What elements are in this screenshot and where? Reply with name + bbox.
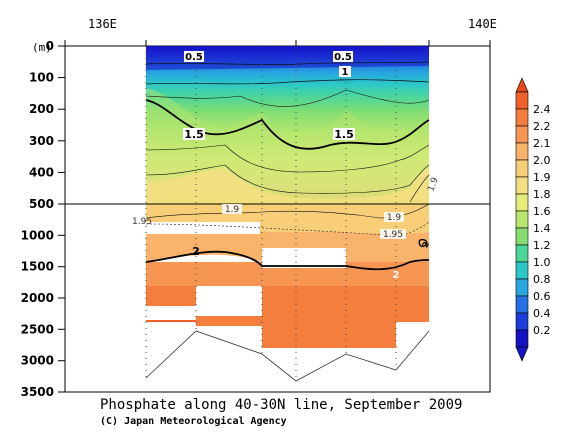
y-label-200: 200 — [29, 102, 54, 116]
contour-label-1.95-a: 1.95 — [132, 217, 152, 227]
seafloor-line — [145, 330, 430, 382]
contour-label-bg-1.5-b — [333, 128, 355, 140]
colorbar: 2.4 2.2 2.1 2.0 1.9 1.8 1.6 1.4 1.2 1.0 0.8 0.6 0.4 0… — [515, 77, 551, 362]
contour-label-1.9-c: 1.9 — [387, 213, 402, 223]
top-tick-label-140e: 140E — [468, 17, 497, 31]
top-axis — [64, 40, 491, 46]
chart-credit: (C) Japan Meteorological Agency — [100, 415, 287, 427]
contour-label-bg-1.9-b — [222, 204, 242, 214]
colorbar-segment — [515, 261, 529, 280]
colorbar-segment — [515, 278, 529, 297]
colorbar-label: 1.4 — [533, 222, 551, 235]
colorbar-top-arrow — [515, 77, 529, 93]
lower-orange-block-2 — [146, 286, 196, 306]
station-lines — [145, 46, 397, 380]
contour-label-2-a: 2 — [192, 245, 200, 258]
contour-label-1.5-b: 1.5 — [334, 128, 354, 141]
colorbar-segment — [515, 176, 529, 195]
upper-orange-band — [146, 168, 429, 204]
colorbar-label: 0.8 — [533, 273, 551, 286]
y-label-500: 500 — [29, 197, 54, 211]
colorbar-label: 2.0 — [533, 154, 551, 167]
contour-label-0.5-a: 0.5 — [185, 52, 203, 63]
chart-title: Phosphate along 40-30N line, September 2… — [100, 397, 462, 413]
contour-labels: 0.5 0.5 1 1.5 1.5 1.9 1.9 1.9 1.95 1.95 … — [132, 51, 441, 281]
colorbar-label: 1.0 — [533, 256, 551, 269]
contour-label-1.95-b: 1.95 — [383, 230, 403, 240]
colorbar-label: 2.4 — [533, 103, 551, 116]
colorbar-segment — [515, 295, 529, 314]
colorbar-label: 0.4 — [533, 307, 551, 320]
y-axis-unit: (m) — [32, 41, 52, 54]
colorbar-label: 2.2 — [533, 120, 551, 133]
contour-1.2 — [145, 89, 430, 107]
y-label-0: 0 — [46, 39, 54, 53]
contour-label-bg-1 — [339, 66, 351, 77]
lower-orange-block-3 — [262, 286, 396, 348]
contour-1.8 — [145, 164, 430, 194]
colorbar-segment — [515, 159, 529, 178]
colorbar-label: 1.9 — [533, 171, 551, 184]
contour-1.95 — [145, 221, 430, 237]
contour-2 — [145, 250, 430, 271]
contour-label-bg-1.95-b — [380, 229, 406, 239]
contour-label-2-b: 2 — [393, 270, 400, 281]
contour-label-0.5-b: 0.5 — [334, 52, 352, 63]
y-label-2500: 2500 — [21, 322, 54, 336]
left-tick-labels: 0 100 200 300 400 500 1000 1500 2000 250… — [21, 39, 54, 399]
contour-label-1.5-a: 1.5 — [184, 128, 204, 141]
colorbar-label: 0.2 — [533, 324, 551, 337]
contour-1.6 — [145, 144, 430, 173]
lower-blank-1 — [146, 222, 260, 234]
left-tick-marks — [58, 45, 65, 393]
contour-0.5 — [145, 61, 430, 65]
lower-blank-2 — [262, 248, 346, 268]
y-label-100: 100 — [29, 71, 54, 85]
y-label-3000: 3000 — [21, 354, 54, 368]
colorbar-segment — [515, 227, 529, 246]
colorbar-label: 0.6 — [533, 290, 551, 303]
contour-label-bg-1.9-c — [384, 212, 404, 222]
contour-1.9-upper — [409, 174, 430, 203]
y-label-1500: 1500 — [21, 260, 54, 274]
contour-1 — [145, 79, 430, 85]
colorbar-label: 1.6 — [533, 205, 551, 218]
colorbar-segment — [515, 312, 529, 331]
contour-label-1.9-b: 1.9 — [225, 205, 240, 215]
y-label-1000: 1000 — [21, 228, 54, 242]
colorbar-segment — [515, 91, 529, 110]
upper-panel — [145, 46, 430, 204]
colorbar-segment — [515, 244, 529, 263]
contour-label-bg-0.5-a — [184, 51, 204, 62]
y-label-2000: 2000 — [21, 291, 54, 305]
top-tick-label-136e: 136E — [88, 17, 117, 31]
colorbar-segment — [515, 193, 529, 212]
colorbar-label: 2.1 — [533, 137, 551, 150]
contour-label-bg-1.5-a — [183, 128, 205, 140]
y-label-3500: 3500 — [21, 385, 54, 399]
contour-label-1.9-a: 1.9 — [426, 176, 440, 193]
colorbar-segment — [515, 108, 529, 127]
y-label-300: 300 — [29, 134, 54, 148]
contour-2-loop — [418, 238, 428, 248]
colorbar-segment — [515, 329, 529, 348]
colorbar-segment — [515, 125, 529, 144]
y-label-400: 400 — [29, 165, 54, 179]
colorbar-label: 1.8 — [533, 188, 551, 201]
contour-label-2-c: 2 — [421, 240, 432, 249]
colorbar-segment — [515, 210, 529, 229]
lower-orange-block-4 — [196, 316, 262, 326]
colorbar-bottom-arrow — [515, 346, 529, 362]
lower-panel — [145, 203, 430, 382]
lower-orange-block-5 — [396, 286, 429, 322]
contour-label-1: 1 — [342, 67, 349, 78]
colorbar-segment — [515, 142, 529, 161]
contour-label-bg-0.5-b — [333, 51, 353, 62]
colorbar-label: 1.2 — [533, 239, 551, 252]
